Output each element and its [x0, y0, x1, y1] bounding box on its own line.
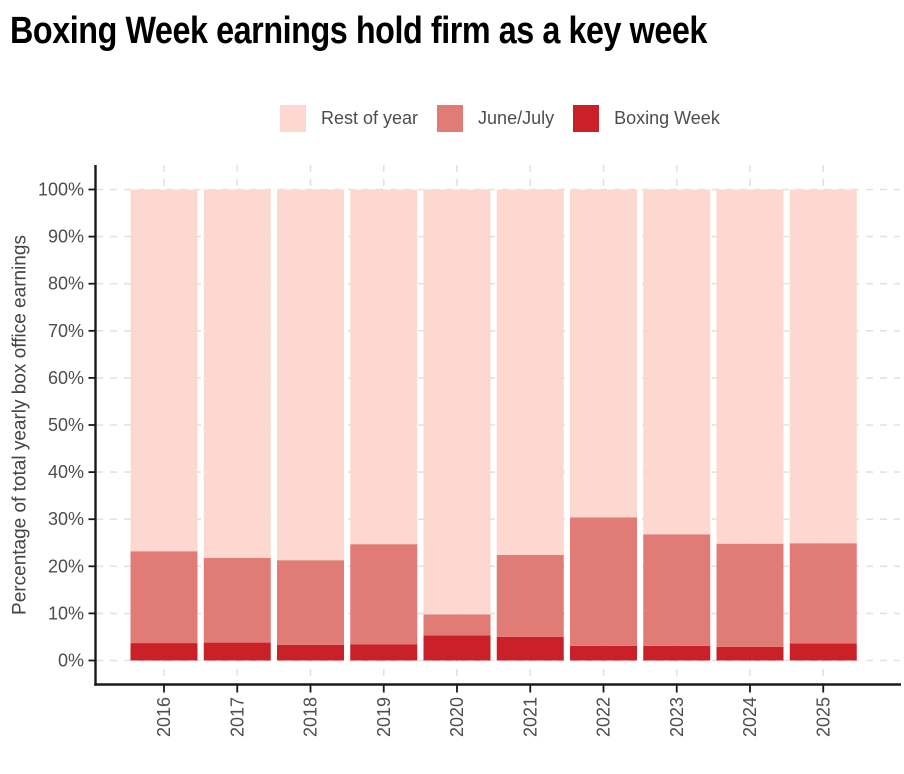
bar-segment-2017-rest-of-year: [203, 189, 271, 558]
bar-segment-2016-rest-of-year: [130, 189, 198, 552]
y-tick-label: 50%: [48, 415, 84, 435]
bar-segment-2023-boxing-week: [643, 645, 711, 661]
bar-segment-2021-boxing-week: [496, 636, 564, 661]
x-tick-label: 2022: [594, 697, 614, 737]
chart-title: Boxing Week earnings hold firm as a key …: [10, 10, 707, 52]
bar-segment-2018-june-july: [277, 560, 344, 645]
bar-segment-2025-boxing-week: [789, 643, 857, 661]
bar-segment-2020-rest-of-year: [423, 189, 491, 615]
x-tick-label: 2023: [667, 697, 687, 737]
legend-swatch: [573, 105, 600, 132]
legend-label: Rest of year: [321, 108, 419, 128]
legend-item-june-july: June/July: [437, 105, 554, 132]
bar-segment-2017-boxing-week: [203, 642, 271, 661]
bar-segment-2024-rest-of-year: [716, 189, 784, 544]
legend: Rest of year June/July Boxing Week: [280, 105, 720, 132]
bar-segment-2022-june-july: [570, 517, 637, 646]
bar-segment-2025-june-july: [789, 543, 857, 644]
y-tick-label: 60%: [48, 368, 84, 388]
bar-segment-2021-rest-of-year: [496, 189, 564, 555]
bar-segment-2024-boxing-week: [716, 646, 784, 661]
y-tick-label: 80%: [48, 274, 84, 294]
legend-swatch: [437, 105, 464, 132]
x-tick-label: 2016: [154, 697, 174, 737]
legend-swatch: [280, 105, 306, 132]
bar-segment-2025-rest-of-year: [789, 189, 857, 544]
y-tick-label: 10%: [48, 603, 84, 623]
bar-segment-2020-boxing-week: [423, 635, 491, 661]
y-tick-label: 100%: [38, 180, 84, 200]
x-tick-label: 2025: [813, 697, 833, 737]
bar-segment-2019-boxing-week: [350, 644, 418, 661]
bar-segment-2016-boxing-week: [130, 643, 198, 661]
bar-segment-2018-rest-of-year: [277, 189, 344, 561]
bar-segment-2019-june-july: [350, 544, 418, 645]
x-tick-label: 2020: [447, 697, 467, 737]
y-tick-label: 40%: [48, 462, 84, 482]
y-axis-title: Percentage of total yearly box office ea…: [10, 235, 31, 615]
x-tick-label: 2017: [227, 697, 247, 737]
x-tick-label: 2024: [740, 697, 760, 737]
y-tick-label: 20%: [48, 556, 84, 576]
x-tick-label: 2018: [301, 697, 321, 737]
x-tick-label: 2019: [374, 697, 394, 737]
legend-label: Boxing Week: [614, 108, 720, 128]
bar-segment-2023-rest-of-year: [643, 189, 711, 535]
bar-segment-2018-boxing-week: [277, 644, 344, 661]
x-tick-label: 2021: [520, 697, 540, 737]
y-tick-label: 70%: [48, 321, 84, 341]
bar-segment-2022-boxing-week: [570, 645, 637, 661]
legend-item-rest-of-year: Rest of year: [280, 105, 418, 132]
bar-segment-2017-june-july: [203, 557, 271, 643]
bar-segment-2021-june-july: [496, 554, 564, 637]
y-tick-label: 90%: [48, 227, 84, 247]
bar-segment-2022-rest-of-year: [570, 189, 637, 518]
bar-segment-2023-june-july: [643, 534, 711, 646]
bar-segment-2024-june-july: [716, 543, 784, 647]
bar-segment-2016-june-july: [130, 551, 198, 644]
y-tick-label: 0%: [58, 651, 84, 671]
bar-segment-2020-june-july: [423, 614, 491, 636]
y-tick-label: 30%: [48, 509, 84, 529]
stacked-bar-chart: 0% 10% 20% 30% 40% 50% 60% 70% 80% 90% 100% 2016 201…: [10, 165, 901, 737]
legend-item-boxing-week: Boxing Week: [573, 105, 720, 132]
legend-label: June/July: [478, 108, 555, 128]
bar-segment-2019-rest-of-year: [350, 189, 418, 545]
